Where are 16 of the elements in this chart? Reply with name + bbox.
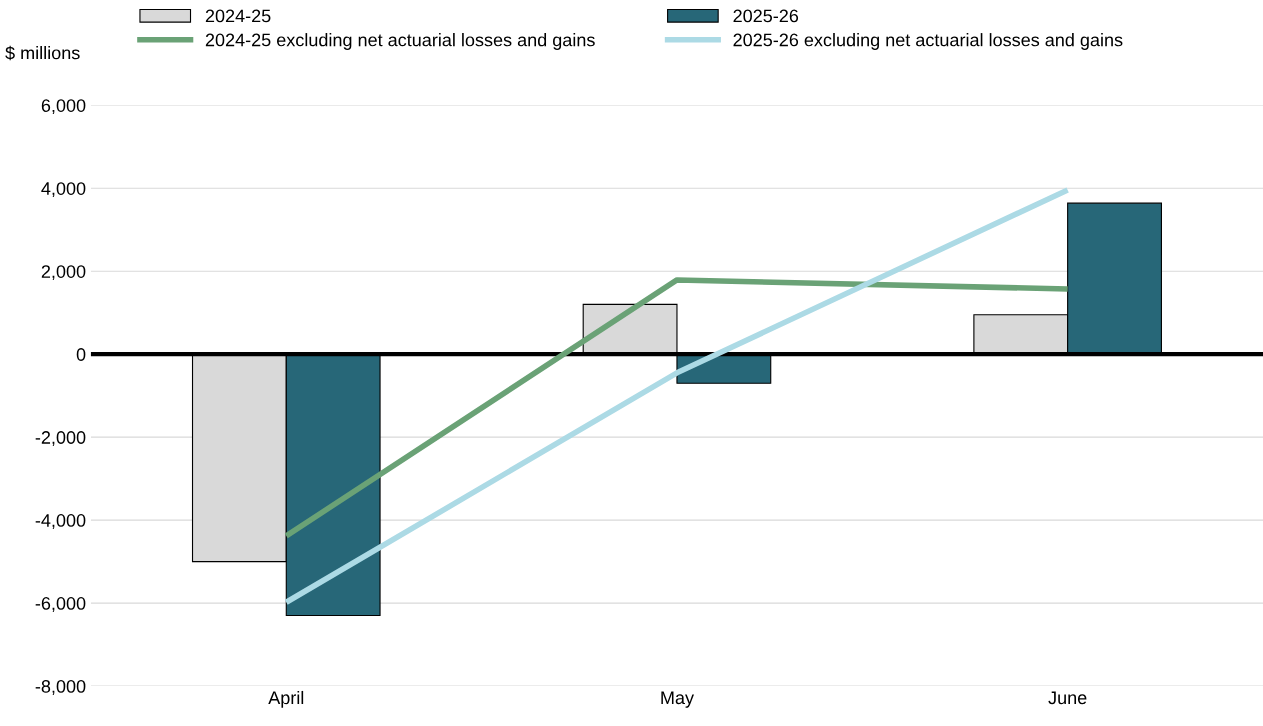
legend-label: 2024-25: [205, 9, 271, 23]
legend-label: 2025-26: [733, 9, 799, 23]
y-tick-label: -6,000: [35, 597, 86, 612]
y-tick-label: 2,000: [41, 265, 86, 281]
y-axis-title: $ millions: [5, 45, 80, 61]
legend-label: 2025-26 excluding net actuarial losses and gains: [733, 33, 1123, 50]
y-tick-label: -4,000: [35, 514, 86, 529]
legend-label: 2024-25 excluding net actuarial losses and gains: [205, 33, 595, 50]
y-tick-label: -2,000: [35, 431, 86, 447]
x-tick-label: May: [661, 691, 694, 708]
y-tick-label: -8,000: [35, 680, 86, 695]
y-tick-label: 4,000: [41, 182, 86, 198]
x-tick-label: June: [1048, 691, 1087, 705]
x-tick-label: April: [268, 690, 304, 708]
y-tick-label: 0: [76, 348, 86, 361]
y-tick-label: 6,000: [41, 99, 86, 115]
